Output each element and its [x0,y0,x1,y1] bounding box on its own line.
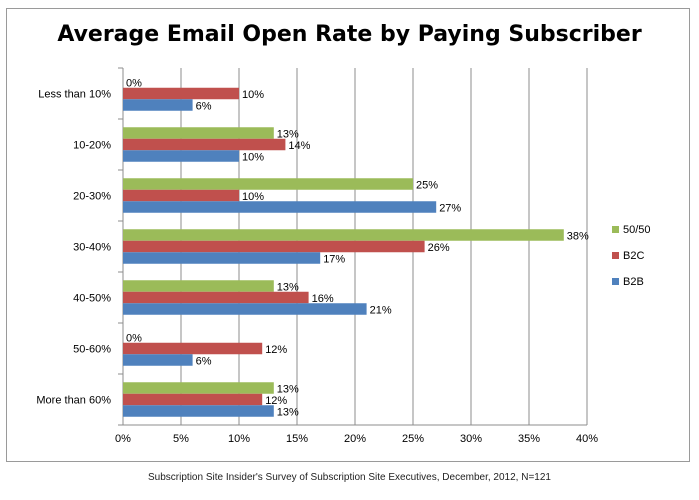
category-label: More than 60% [36,395,111,407]
legend-entry: B2B [623,276,644,288]
category-label: 30-40% [73,242,111,254]
x-tick-label: 5% [173,433,189,445]
chart-title: Average Email Open Rate by Paying Subscr… [57,22,642,47]
category-label: 20-30% [73,191,111,203]
data-label: 12% [265,395,287,407]
bar-50-50 [123,127,274,139]
data-label: 25% [416,179,438,191]
bar-b2c [123,87,239,100]
category-label: Less than 10% [38,89,111,101]
bar-b2c [123,240,425,253]
legend-swatch [612,252,619,259]
bar-50-50 [123,280,274,292]
x-tick-label: 15% [286,433,308,445]
data-label: 0% [126,332,142,344]
x-tick-label: 0% [115,433,131,445]
data-label: 0% [126,77,142,89]
data-label: 13% [277,383,299,395]
x-tick-label: 40% [576,433,598,445]
legend-swatch [612,278,619,285]
bar-b2c [123,291,309,304]
bar-b2c [123,138,286,151]
x-tick-label: 30% [460,433,482,445]
x-tick-label: 25% [402,433,424,445]
chart-footer: Subscription Site Insider's Survey of Su… [148,472,551,483]
category-label: 40-50% [73,293,111,305]
bar-b2b [123,252,321,264]
data-label: 13% [277,281,299,293]
data-label: 10% [242,89,264,101]
x-tick-label: 20% [344,433,366,445]
bar-b2b [123,354,193,366]
data-label: 21% [370,304,392,316]
bar-b2b [123,405,274,417]
data-label: 27% [439,202,461,214]
data-label: 38% [567,230,589,242]
data-label: 6% [196,100,212,112]
data-label: 14% [288,140,310,152]
bar-b2c [123,342,263,355]
data-label: 26% [428,242,450,254]
data-label: 13% [277,406,299,418]
data-label: 10% [242,151,264,163]
bar-50-50 [123,178,413,190]
bar-b2c [123,189,239,202]
bar-b2b [123,201,437,213]
data-label: 13% [277,128,299,140]
data-label: 16% [312,293,334,305]
x-tick-label: 35% [518,433,540,445]
bar-b2c [123,393,263,406]
data-label: 10% [242,191,264,203]
bar-50-50 [123,229,564,241]
x-tick-label: 10% [228,433,250,445]
legend-swatch [612,226,619,233]
data-label: 12% [265,344,287,356]
legend-entry: B2C [623,250,644,262]
bar-b2b [123,99,193,111]
category-label: 50-60% [73,344,111,356]
bar-b2b [123,303,367,315]
data-label: 6% [196,355,212,367]
legend-entry: 50/50 [623,224,651,236]
data-label: 17% [323,253,345,265]
category-label: 10-20% [73,140,111,152]
bar-50-50 [123,382,274,394]
bar-b2b [123,150,239,162]
